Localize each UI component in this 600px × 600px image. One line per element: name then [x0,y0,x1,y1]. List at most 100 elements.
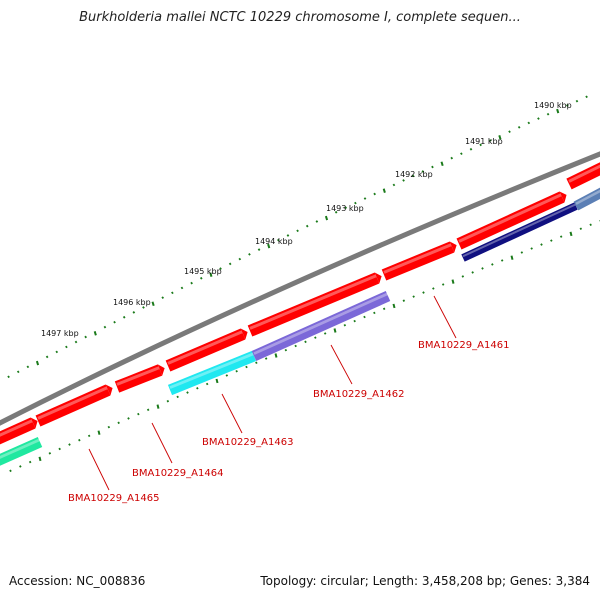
inner-ruler-dot [314,336,317,339]
inner-ruler-dot [323,332,327,335]
cds-segment-6-body[interactable] [381,241,455,281]
feature-track[interactable] [0,161,600,466]
inner-ruler-dot [176,395,179,399]
gene-labels[interactable]: BMA10229_A1461 BMA10229_A1462 BMA10229_A… [68,340,509,504]
feature-green[interactable] [0,436,43,466]
cds-segment-5[interactable] [247,272,382,337]
cds-segment-4[interactable] [165,328,248,372]
inner-ruler-major-tick [392,303,396,309]
inner-ruler-major-tick [333,328,337,333]
inner-ruler-dot [304,340,307,344]
tick-label-1490: 1490 kbp [534,101,572,110]
gene-label-a1465[interactable]: BMA10229_A1465 [68,493,159,504]
feature-green-highlight [0,438,41,459]
ruler-dot [103,325,107,329]
inner-ruler-dot [146,408,150,412]
inner-ruler-dot [481,267,484,270]
inner-ruler-dot [491,263,494,266]
ruler-dot [55,350,59,354]
ruler-dot [373,192,376,196]
inner-ruler-dot [402,299,406,302]
cds-segment-7[interactable] [456,191,567,250]
inner-ruler-dot [19,465,22,468]
inner-ruler-dot [294,344,297,348]
cds-segment-7-body[interactable] [456,191,565,250]
feature-purple-body[interactable] [251,290,391,362]
inner-ruler-dot [48,452,52,455]
inner-ruler-dot [68,443,71,446]
inner-ruler-dot [186,391,189,394]
inner-ruler-dot [373,311,376,315]
cds-segment-1-body[interactable] [0,417,36,445]
feature-steel-body[interactable] [573,187,600,211]
ruler-dot [334,210,338,214]
cds-segment-3-body[interactable] [114,364,163,393]
ruler-dot [508,130,511,134]
gene-label-a1463[interactable]: BMA10229_A1463 [202,437,293,448]
cds-segment-5-body[interactable] [247,272,380,337]
tick-label-1497: 1497 kbp [41,329,79,338]
cds-segment-3[interactable] [114,364,165,393]
inner-ruler-major-tick [156,404,160,409]
ruler-dot [248,252,251,256]
ruler-dot [392,183,396,187]
cds-segment-4-body[interactable] [165,328,246,372]
cds-segment-8-body[interactable] [566,162,600,190]
ruler-major-tick [382,188,386,193]
inner-ruler-major-tick [274,353,278,358]
ruler-dot [199,276,203,280]
inner-ruler-dot [520,251,524,254]
inner-ruler-dot [353,319,356,323]
feature-cyan[interactable] [167,350,257,396]
ruler-dot [171,291,174,295]
inner-ruler-dot [559,235,563,238]
cds-segment-8[interactable] [566,161,600,190]
ruler-dot [142,306,145,309]
ruler-dot [7,375,10,379]
inner-ruler-major-tick [38,456,42,462]
cds-segment-6-arrowhead [449,241,457,253]
feature-navy-highlight [462,203,577,258]
inner-ruler-dot [382,307,386,311]
ruler-dot [402,179,405,182]
inner-ruler-dot [500,259,504,262]
ruler-dot [566,104,569,107]
ruler-dot [363,197,367,200]
inner-ruler-dot [363,315,366,319]
ruler-dot [122,315,126,319]
cds-segment-8-highlight [568,164,600,183]
cds-segment-2-body[interactable] [35,384,111,427]
cds-segment-6[interactable] [381,241,457,281]
cds-segment-2-arrowhead [105,384,113,396]
cds-segment-1[interactable] [0,417,38,445]
ruler-dot [431,165,434,169]
ruler-major-tick [556,108,560,114]
tick-labels: 1490 kbp 1491 kbp 1492 kbp 1493 kbp 1494… [41,101,572,338]
leader-line-a1461 [433,295,457,339]
feature-cyan-highlight [169,352,255,389]
gene-label-a1462[interactable]: BMA10229_A1462 [313,389,404,400]
feature-purple[interactable] [251,290,391,362]
ruler-major-tick [440,161,444,167]
cds-segment-2[interactable] [35,384,113,427]
topology-summary: Topology: circular; Length: 3,458,208 bp… [260,574,590,588]
inner-ruler-dot [205,382,209,386]
inner-ruler-dot [235,369,238,373]
gene-label-a1464[interactable]: BMA10229_A1464 [132,468,223,479]
feature-steel[interactable] [573,186,600,211]
inner-ruler-major-tick [569,231,573,237]
feature-navy-body[interactable] [461,202,578,262]
ruler-dot [479,143,482,147]
ruler-dot [45,355,49,359]
cds-segment-2-highlight [37,385,109,420]
feature-cyan-body[interactable] [167,350,257,396]
leader-line-a1464 [151,422,173,464]
gene-label-a1461[interactable]: BMA10229_A1461 [418,340,509,351]
tick-label-1495: 1495 kbp [184,267,222,276]
leader-line-a1463 [221,393,243,434]
feature-green-body[interactable] [0,436,43,466]
ruler-dot [411,174,415,178]
ruler-dot [286,234,290,237]
feature-navy[interactable] [461,202,578,262]
